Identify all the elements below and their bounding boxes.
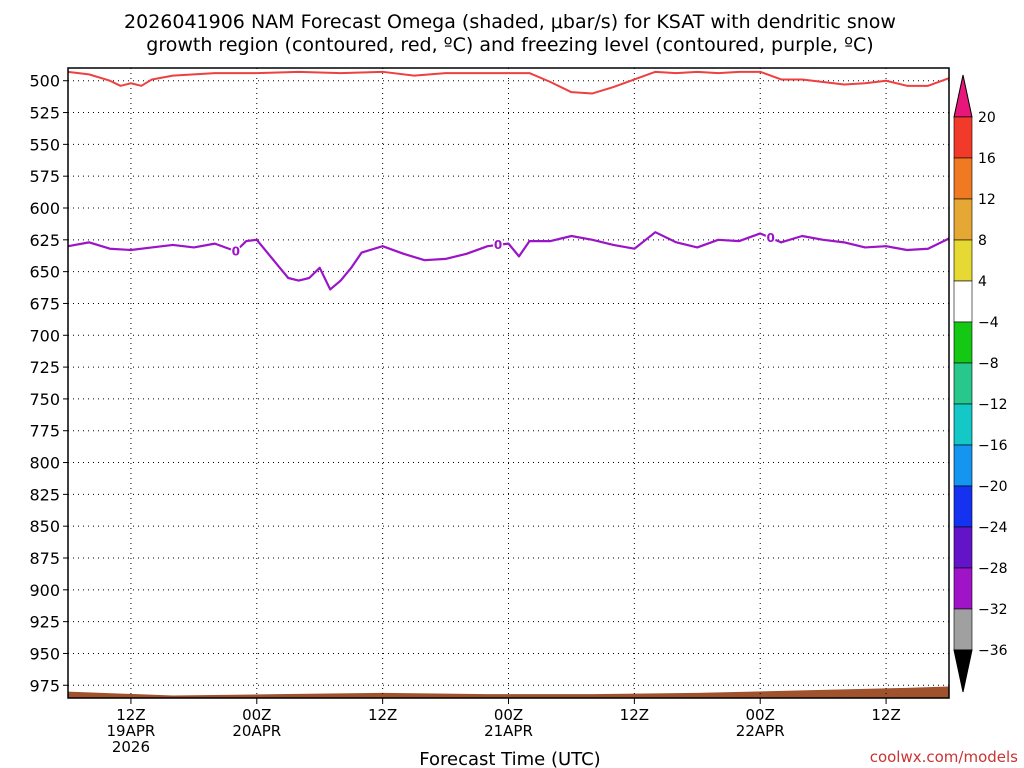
y-tick-label-8: 700 — [29, 326, 60, 345]
y-tick-label-15: 875 — [29, 549, 60, 568]
colorbar-band-3 — [953, 239, 973, 282]
colorbar-label-2: 12 — [978, 192, 996, 208]
x-tick-label-1-2: 20APR — [232, 722, 281, 740]
y-tick-label-13: 825 — [29, 485, 60, 504]
colorbar-label-8: −16 — [978, 438, 1008, 454]
colorbar-label-7: −12 — [978, 397, 1008, 413]
colorbar-band-8 — [953, 444, 973, 487]
omega-shading — [68, 686, 949, 698]
y-tick-label-12: 800 — [29, 454, 60, 473]
y-tick-label-2: 550 — [29, 135, 60, 154]
y-tick-label-11: 775 — [29, 422, 60, 441]
y-axis-ticks: 500 525 550 575 600 625 650 675 700 725 750 775 800 8… — [29, 72, 68, 695]
chart-title-line2: growth region (contoured, red, ºC) and f… — [146, 34, 873, 56]
x-tick-label-1-1: 00Z — [242, 706, 271, 724]
colorbar-top-triangle — [953, 74, 973, 118]
colorbar-label-5: −4 — [978, 315, 999, 331]
y-tick-label-18: 950 — [29, 644, 60, 663]
x-tick-label-4-1: 12Z — [620, 706, 649, 724]
colorbar: 20 16 12 8 4 −4 −8 −12 −16 −20 −24 −28 −32 −36 — [953, 74, 1008, 693]
colorbar-band-9 — [953, 485, 973, 528]
colorbar-band-12 — [953, 608, 973, 651]
y-tick-label-1: 525 — [29, 104, 60, 123]
colorbar-label-10: −24 — [978, 520, 1008, 536]
colorbar-label-13: −36 — [978, 643, 1008, 659]
x-tick-label-3-1: 00Z — [494, 706, 523, 724]
x-tick-label-5-2: 22APR — [736, 722, 785, 740]
x-tick-label-6-1: 12Z — [871, 706, 900, 724]
freezing-level-line — [68, 231, 949, 291]
freezing-level-label-0: 0 — [232, 244, 240, 258]
colorbar-label-0: 20 — [978, 110, 996, 126]
freezing-level-label-2: 0 — [767, 231, 775, 245]
colorbar-label-11: −28 — [978, 561, 1008, 577]
y-tick-label-9: 725 — [29, 358, 60, 377]
x-axis-label: Forecast Time (UTC) — [419, 749, 600, 768]
dgz-contour-line — [68, 70, 949, 95]
colorbar-band-1 — [953, 157, 973, 200]
colorbar-band-10 — [953, 526, 973, 569]
x-tick-label-0-1: 12Z — [116, 706, 145, 724]
x-tick-label-2-1: 12Z — [368, 706, 397, 724]
y-tick-label-16: 900 — [29, 581, 60, 600]
freezing-level-label-1: 0 — [494, 238, 502, 252]
y-tick-label-5: 625 — [29, 231, 60, 250]
colorbar-band-5 — [953, 321, 973, 364]
colorbar-bottom-triangle — [953, 649, 973, 693]
colorbar-band-4 — [953, 280, 973, 323]
colorbar-label-12: −32 — [978, 602, 1008, 618]
ground-surface — [68, 686, 949, 698]
grid-lines — [68, 68, 949, 698]
chart-title-line1: 2026041906 NAM Forecast Omega (shaded, μ… — [124, 11, 896, 33]
colorbar-label-4: 4 — [978, 274, 987, 290]
x-tick-label-3-2: 21APR — [484, 722, 533, 740]
y-tick-label-7: 675 — [29, 294, 60, 313]
colorbar-label-9: −20 — [978, 479, 1008, 495]
y-tick-label-14: 850 — [29, 517, 60, 536]
colorbar-band-7 — [953, 403, 973, 446]
y-tick-label-17: 925 — [29, 613, 60, 632]
y-tick-label-19: 975 — [29, 676, 60, 695]
colorbar-band-0 — [953, 116, 973, 159]
colorbar-label-3: 8 — [978, 233, 987, 249]
y-tick-label-3: 575 — [29, 167, 60, 186]
colorbar-band-2 — [953, 198, 973, 241]
y-tick-label-4: 600 — [29, 199, 60, 218]
y-tick-label-0: 500 — [29, 72, 60, 91]
colorbar-label-6: −8 — [978, 356, 999, 372]
x-tick-label-0-3: 2026 — [112, 738, 150, 756]
x-tick-label-0-2: 19APR — [107, 722, 156, 740]
site-credit: coolwx.com/models — [870, 748, 1018, 766]
y-tick-label-10: 750 — [29, 390, 60, 409]
colorbar-band-6 — [953, 362, 973, 405]
contour-labels: 0 0 0 — [230, 229, 776, 259]
x-tick-label-5-1: 00Z — [746, 706, 775, 724]
y-tick-label-6: 650 — [29, 263, 60, 282]
colorbar-band-11 — [953, 567, 973, 610]
contour-lines — [68, 70, 949, 291]
colorbar-label-1: 16 — [978, 151, 996, 167]
